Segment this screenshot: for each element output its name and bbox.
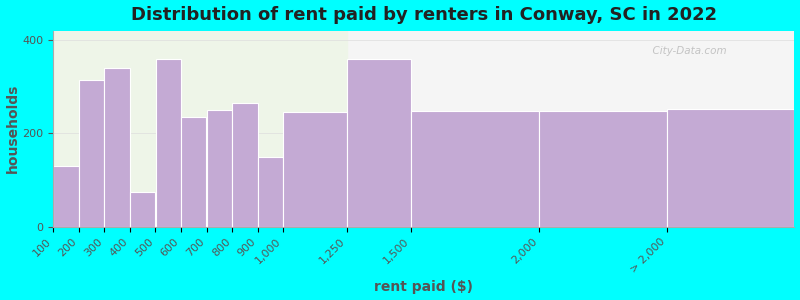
Bar xyxy=(206,110,232,227)
Bar xyxy=(130,192,155,227)
Bar xyxy=(411,111,538,227)
Bar xyxy=(539,111,666,227)
Bar xyxy=(53,0,347,227)
Bar xyxy=(105,68,130,227)
Bar xyxy=(283,112,347,227)
Y-axis label: households: households xyxy=(6,84,19,173)
Bar xyxy=(347,59,411,227)
Bar xyxy=(258,157,283,227)
Bar xyxy=(79,80,104,227)
Text: City-Data.com: City-Data.com xyxy=(646,46,727,56)
Bar xyxy=(54,166,78,227)
X-axis label: rent paid ($): rent paid ($) xyxy=(374,280,474,294)
Bar xyxy=(232,103,258,227)
Bar xyxy=(666,109,794,227)
Bar xyxy=(181,117,206,227)
Title: Distribution of rent paid by renters in Conway, SC in 2022: Distribution of rent paid by renters in … xyxy=(130,6,717,24)
Bar xyxy=(155,59,181,227)
